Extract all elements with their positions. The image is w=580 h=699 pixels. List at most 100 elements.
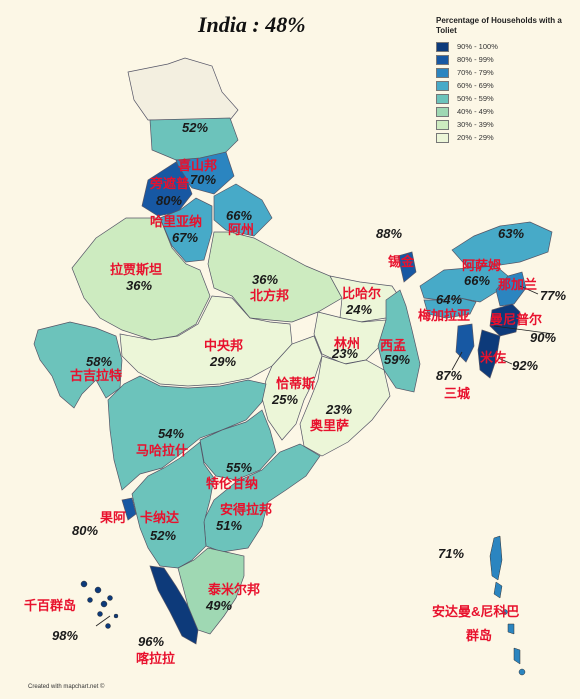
label-as-pct: 66% <box>464 273 490 288</box>
region-uk[interactable] <box>213 183 273 237</box>
legend-item: 80% - 99% <box>436 53 576 66</box>
map-labels: 52% 喜山邦 70% 旁遮普 80% 哈里亚纳 67% 66% 阿州 拉贾斯坦… <box>24 120 566 666</box>
region-nl[interactable] <box>495 271 527 307</box>
region-gj[interactable] <box>33 321 123 409</box>
leader-lines <box>95 285 555 627</box>
label-kl-name: 喀拉拉 <box>136 651 175 666</box>
region-mn[interactable] <box>489 303 521 337</box>
region-tn[interactable] <box>177 547 245 635</box>
label-mh-pct: 54% <box>158 426 184 441</box>
label-rj-pct: 36% <box>126 278 152 293</box>
credit-text: Created with mapchart.net © <box>28 684 105 690</box>
label-hr-pct: 67% <box>172 230 198 245</box>
label-tg-name: 特伦甘纳 <box>206 476 258 491</box>
region-hr[interactable] <box>159 197 213 263</box>
region-rj[interactable] <box>71 217 211 341</box>
label-tn-name: 泰米尔邦 <box>207 582 260 597</box>
region-od[interactable] <box>299 355 391 457</box>
legend-item: 70% - 79% <box>436 66 576 79</box>
region-tg[interactable] <box>199 409 277 481</box>
label-an-name-line1: 安达曼&尼科巴 <box>432 604 519 619</box>
label-wb-name: 西孟 <box>380 338 406 353</box>
legend-swatch <box>436 41 449 52</box>
legend-item: 20% - 29% <box>436 131 576 144</box>
label-ka-name: 卡纳达 <box>140 510 179 525</box>
legend-swatch <box>436 80 449 91</box>
label-ar-pct: 63% <box>498 226 524 241</box>
label-mp-name: 中央邦 <box>204 338 243 353</box>
map-title: India : 48% <box>198 12 306 37</box>
region-as[interactable] <box>419 265 509 303</box>
region-kl[interactable] <box>149 565 199 645</box>
legend-swatch <box>436 132 449 143</box>
label-nl-name: 那加兰 <box>498 277 537 292</box>
legend-item: 40% - 49% <box>436 105 576 118</box>
legend-swatch <box>436 106 449 117</box>
label-sk-name: 锡金 <box>388 254 415 269</box>
region-mp[interactable] <box>119 295 293 387</box>
label-gj-name: 古吉拉特 <box>70 368 122 383</box>
label-ml-pct: 64% <box>436 292 462 307</box>
state-shapes <box>33 57 553 676</box>
legend-label: 80% - 99% <box>457 55 494 64</box>
region-wb[interactable] <box>377 289 421 393</box>
legend-label: 40% - 49% <box>457 107 494 116</box>
legend-title: Percentage of Households with a Toliet <box>436 16 562 35</box>
label-wb-pct: 59% <box>384 352 410 367</box>
label-br-name: 比哈尔 <box>342 286 381 301</box>
region-ka[interactable] <box>131 441 215 569</box>
legend-item: 60% - 69% <box>436 79 576 92</box>
label-od-name: 奥里萨 <box>310 418 349 433</box>
legend-item: 50% - 59% <box>436 92 576 105</box>
label-mp-pct: 29% <box>209 354 236 369</box>
label-ld-pct: 98% <box>52 628 78 643</box>
label-br-pct: 24% <box>345 302 372 317</box>
label-ap-name: 安得拉邦 <box>220 502 272 517</box>
label-sk-pct: 88% <box>376 226 402 241</box>
label-mn-name: 曼尼普尔 <box>490 312 542 327</box>
label-pb-pct: 80% <box>156 193 182 208</box>
label-an-name-line2: 群岛 <box>466 628 492 643</box>
legend: Percentage of Households with a Toliet 9… <box>436 16 576 144</box>
region-an-islands[interactable] <box>489 535 526 676</box>
region-sk[interactable] <box>397 251 417 283</box>
label-ga-name: 果阿 <box>99 510 126 525</box>
region-mz[interactable] <box>477 329 501 379</box>
label-od-pct: 23% <box>325 402 352 417</box>
region-jh[interactable] <box>313 311 387 365</box>
label-up-pct: 36% <box>252 272 278 287</box>
label-hr-name: 哈里亚纳 <box>150 214 202 229</box>
label-ml-name: 梅加拉亚 <box>418 308 470 323</box>
legend-item: 30% - 39% <box>436 118 576 131</box>
region-ga[interactable] <box>121 497 137 521</box>
label-jk-pct: 52% <box>182 120 208 135</box>
label-kl-pct: 96% <box>138 634 164 649</box>
label-ap-pct: 51% <box>216 518 242 533</box>
region-ld-islands[interactable] <box>80 580 119 629</box>
legend-rows: 90% - 100% 80% - 99% 70% - 79% 60% - 69% 50%… <box>436 40 576 144</box>
label-mz-pct: 92% <box>512 358 538 373</box>
label-as-name: 阿萨姆 <box>462 258 501 273</box>
legend-label: 60% - 69% <box>457 81 494 90</box>
legend-label: 90% - 100% <box>457 42 498 51</box>
region-tr[interactable] <box>455 323 475 363</box>
label-an-pct: 71% <box>438 546 464 561</box>
legend-label: 20% - 29% <box>457 133 494 142</box>
region-mh[interactable] <box>107 375 267 491</box>
label-rj-name: 拉贾斯坦 <box>110 262 162 277</box>
legend-label: 70% - 79% <box>457 68 494 77</box>
label-uk-name: 阿州 <box>228 222 254 237</box>
legend-swatch <box>436 93 449 104</box>
legend-swatch <box>436 119 449 130</box>
label-tr-pct: 87% <box>436 368 462 383</box>
label-pb-name: 旁遮普 <box>149 176 189 191</box>
label-hp-name: 喜山邦 <box>178 158 217 173</box>
region-pb[interactable] <box>141 161 193 217</box>
legend-label: 30% - 39% <box>457 120 494 129</box>
label-tn-pct: 49% <box>205 598 232 613</box>
label-up-name: 北方邦 <box>250 288 289 303</box>
region-ml[interactable] <box>423 297 477 319</box>
label-hp-pct: 70% <box>190 172 216 187</box>
